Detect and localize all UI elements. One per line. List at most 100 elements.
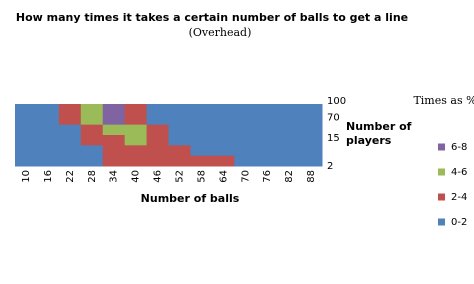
surface-cell xyxy=(190,124,213,136)
surface-cell xyxy=(234,104,257,115)
surface-cell xyxy=(278,135,301,146)
x-tick-label: 58 xyxy=(196,170,207,183)
x-tick-label: 70 xyxy=(240,170,251,183)
surface-cell xyxy=(58,104,82,115)
surface-cell xyxy=(300,124,323,136)
surface-cell xyxy=(190,155,213,167)
legend-swatch xyxy=(438,193,445,201)
surface-cell xyxy=(58,135,82,146)
surface-cell xyxy=(102,135,126,146)
surface-cell xyxy=(36,114,60,126)
x-tick-label: 88 xyxy=(306,170,317,183)
x-tick-label: 52 xyxy=(174,170,185,183)
surface-cell xyxy=(146,155,169,167)
surface-cell xyxy=(168,124,191,136)
surface-cell xyxy=(190,135,213,146)
x-tick-label: 22 xyxy=(65,170,76,183)
surface-cell xyxy=(15,155,38,167)
surface-cell xyxy=(234,145,257,157)
surface-cell xyxy=(36,124,60,136)
surface-cell xyxy=(124,155,148,167)
surface-cell xyxy=(300,135,323,146)
surface-cell xyxy=(124,135,148,146)
surface-cell xyxy=(168,104,191,115)
surface-cell xyxy=(168,145,191,157)
y-tick-label: 15 xyxy=(327,133,340,144)
surface-cell xyxy=(15,104,38,115)
surface-cell xyxy=(212,145,235,157)
y-tick-label: 70 xyxy=(327,112,340,123)
surface-cell xyxy=(58,124,82,136)
surface-cell xyxy=(15,135,38,146)
surface-cell xyxy=(300,114,323,126)
surface-cell xyxy=(146,104,169,115)
surface-cell xyxy=(234,124,257,136)
x-axis-label: Number of balls xyxy=(141,192,240,205)
surface-cell xyxy=(234,114,257,126)
legend-label: 6-8 xyxy=(451,142,467,153)
surface-cell xyxy=(15,145,38,157)
surface-cell xyxy=(58,114,82,126)
surface-cell xyxy=(212,114,235,126)
surface-cell xyxy=(80,155,104,167)
legend-label: 2-4 xyxy=(451,192,467,203)
surface-cell xyxy=(146,135,169,146)
surface-cell xyxy=(278,104,301,115)
surface-cell xyxy=(36,104,60,115)
surface-cell xyxy=(36,145,60,157)
surface-cell xyxy=(278,155,301,167)
x-tick-label: 46 xyxy=(153,170,164,183)
surface-cell xyxy=(80,135,104,146)
surface-cell xyxy=(80,145,104,157)
x-tick-label: 76 xyxy=(262,170,273,183)
surface-cell xyxy=(124,124,148,136)
surface-cell xyxy=(256,114,279,126)
surface-cell xyxy=(212,155,235,167)
surface-cell xyxy=(124,145,148,157)
surface-cell xyxy=(256,104,279,115)
surface-cell xyxy=(212,124,235,136)
surface-cell xyxy=(234,135,257,146)
legend-swatch xyxy=(438,143,445,151)
surface-cell xyxy=(58,145,82,157)
chart-title: How many times it takes a certain number… xyxy=(16,11,408,24)
surface-cell xyxy=(190,145,213,157)
surface-cell xyxy=(80,114,104,126)
surface-cell xyxy=(102,114,126,126)
x-tick-label: 34 xyxy=(109,170,120,183)
x-tick-label: 40 xyxy=(131,170,142,183)
surface-cell xyxy=(80,104,104,115)
surface-cell xyxy=(80,124,104,136)
legend-label: 0-2 xyxy=(451,217,467,228)
y-axis-label: Number of players xyxy=(346,120,412,147)
y-tick-label: 100 xyxy=(327,96,346,107)
x-tick-label: 16 xyxy=(43,170,54,183)
surface-cell xyxy=(256,145,279,157)
surface-cell xyxy=(234,155,257,167)
x-tick-label: 64 xyxy=(218,170,229,183)
surface-cell xyxy=(212,104,235,115)
surface-cell xyxy=(256,135,279,146)
surface-cell xyxy=(146,145,169,157)
surface-cell xyxy=(278,124,301,136)
surface-cell xyxy=(300,145,323,157)
surface-cell xyxy=(124,114,148,126)
surface-cell xyxy=(168,135,191,146)
surface-cell xyxy=(278,145,301,157)
surface-cell xyxy=(15,124,38,136)
x-tick-label: 28 xyxy=(87,170,98,183)
surface-cell xyxy=(102,155,126,167)
y-tick-label: 2 xyxy=(327,161,333,172)
surface-cell xyxy=(15,114,38,126)
surface-cell xyxy=(102,104,126,115)
x-tick-label: 10 xyxy=(21,170,32,183)
surface-cell xyxy=(190,104,213,115)
legend-title: Times as % xyxy=(413,94,474,107)
surface-cell xyxy=(256,124,279,136)
legend-swatch xyxy=(438,168,445,176)
chart-subtitle: (Overhead) xyxy=(189,26,252,39)
surface-cell xyxy=(102,124,126,136)
legend-swatch xyxy=(438,218,445,226)
